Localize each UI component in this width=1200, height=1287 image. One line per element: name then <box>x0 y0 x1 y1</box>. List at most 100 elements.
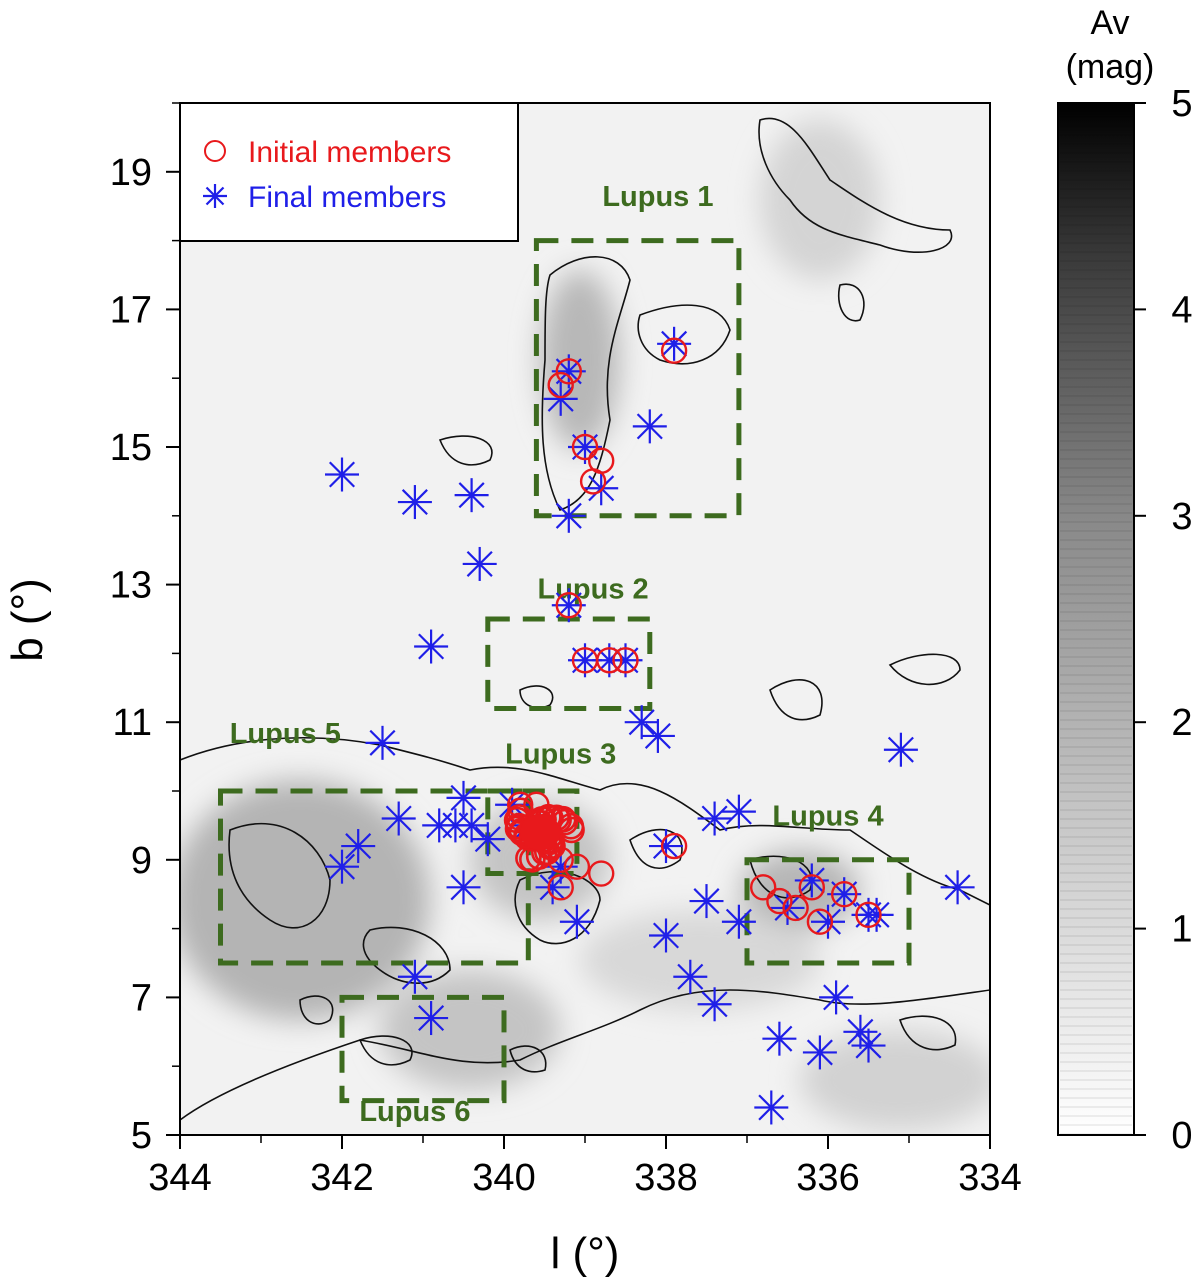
x-axis-title: l (°) <box>551 1229 620 1278</box>
colorbar-tick-label: 1 <box>1171 909 1192 951</box>
final-member-point <box>940 870 975 905</box>
colorbar-tick-label: 4 <box>1171 289 1192 331</box>
region-box <box>533 238 742 519</box>
final-member-point <box>811 904 845 939</box>
initial-member-point <box>660 832 688 860</box>
final-member-point <box>859 897 894 932</box>
y-tick-label: 9 <box>131 840 152 882</box>
x-tick-label: 336 <box>796 1157 859 1199</box>
initial-member-point <box>798 874 825 901</box>
final-member-point <box>325 849 359 884</box>
region-label: Lupus 2 <box>538 573 649 605</box>
initial-member-point <box>555 592 582 619</box>
final-member-point <box>883 732 918 767</box>
final-member-point <box>689 884 724 919</box>
initial-member-point <box>579 468 607 495</box>
legend-final-label: Final members <box>248 181 446 214</box>
final-member-point <box>414 629 449 664</box>
initial-member-point <box>660 337 688 364</box>
colorbar-ticks: 0 1 2 3 4 5 <box>1134 83 1193 1157</box>
final-member-point <box>325 457 359 492</box>
x-tick-label: 340 <box>472 1157 535 1199</box>
final-member-point <box>397 959 432 994</box>
y-axis-title: b (°) <box>3 578 52 662</box>
y-tick-label: 11 <box>113 702 152 744</box>
final-member-point <box>397 485 432 520</box>
final-member-point <box>657 326 692 361</box>
region-box <box>744 857 912 966</box>
colorbar-tick-label: 5 <box>1171 83 1192 125</box>
initial-member-point <box>555 358 582 385</box>
final-member-point <box>381 801 416 836</box>
initial-member-point <box>571 433 599 461</box>
y-tick-label: 5 <box>131 1115 152 1157</box>
colorbar-tick-label: 0 <box>1171 1115 1192 1157</box>
final-member-point <box>454 808 489 843</box>
colorbar-stripes <box>1060 107 1132 1135</box>
x-tick-label: 334 <box>958 1157 1021 1199</box>
extinction-map <box>180 103 990 1135</box>
y-tick-label: 13 <box>110 565 152 607</box>
final-member-point <box>414 1001 449 1036</box>
region-label: Lupus 6 <box>359 1096 470 1128</box>
final-member-point <box>802 1035 837 1070</box>
final-member-point <box>446 870 481 905</box>
final-member-point <box>640 718 675 753</box>
final-member-point <box>770 890 805 925</box>
final-member-point <box>632 409 667 444</box>
initial-member-point <box>831 881 858 908</box>
initial-member-point <box>766 887 793 915</box>
region-label: Lupus 4 <box>772 800 883 832</box>
final-member-point <box>754 1090 789 1125</box>
final-member-point <box>341 829 376 864</box>
colorbar-title-line1: Av <box>1090 4 1129 42</box>
colorbar-tick-label: 2 <box>1171 702 1192 744</box>
final-member-point <box>851 1028 886 1063</box>
final-member-point <box>543 381 578 416</box>
colorbar: Av (mag) 0 1 2 3 4 5 <box>1057 4 1193 1157</box>
region-label: Lupus 3 <box>505 738 616 770</box>
initial-member-point <box>806 908 834 935</box>
x-tick-label: 342 <box>310 1157 373 1199</box>
initial-member-point <box>782 894 809 922</box>
final-member-point <box>819 980 854 1015</box>
x-tick-label: 338 <box>634 1157 697 1199</box>
region-box <box>339 994 507 1104</box>
final-member-point <box>697 987 732 1022</box>
final-member-point <box>584 471 619 506</box>
initial-member-point <box>750 874 777 901</box>
y-tick-label: 15 <box>110 427 152 469</box>
axes: 344 342 340 338 336 334 5 7 9 11 13 15 17 19 <box>110 102 1022 1199</box>
final-member-point <box>843 1014 878 1049</box>
x-tick-label: 344 <box>148 1157 211 1199</box>
final-member-point <box>470 822 505 857</box>
region-label: Lupus 5 <box>230 718 341 750</box>
legend-initial-marker <box>204 140 226 162</box>
initial-member-point <box>855 901 882 929</box>
final-member-point <box>762 1021 797 1056</box>
initial-member-point <box>596 647 623 674</box>
final-member-point <box>462 546 497 581</box>
final-member-point <box>446 780 481 815</box>
final-member-point <box>551 498 586 533</box>
final-member-point <box>794 863 829 898</box>
initial-member-point <box>547 874 574 901</box>
colorbar-gradient <box>1057 102 1135 1136</box>
final-member-point <box>649 829 683 864</box>
y-tick-label: 7 <box>131 977 152 1019</box>
final-member-point <box>535 870 570 905</box>
final-member-point <box>721 794 756 829</box>
region-box <box>485 788 580 877</box>
markers <box>325 326 975 1125</box>
legend-initial-label: Initial members <box>248 136 451 169</box>
final-member-point <box>649 918 683 953</box>
initial-member-point <box>563 853 591 880</box>
regions: Lupus 1 Lupus 2 Lupus 3 Lupus 4 Lupus 5 Lupus… <box>218 181 912 1128</box>
initial-member-point <box>588 860 615 887</box>
y-tick-label: 19 <box>110 152 152 194</box>
final-member-point <box>721 904 756 939</box>
y-tick-label: 17 <box>110 289 152 331</box>
legend: Initial members Final members <box>179 102 519 242</box>
initial-member-point <box>547 371 574 399</box>
